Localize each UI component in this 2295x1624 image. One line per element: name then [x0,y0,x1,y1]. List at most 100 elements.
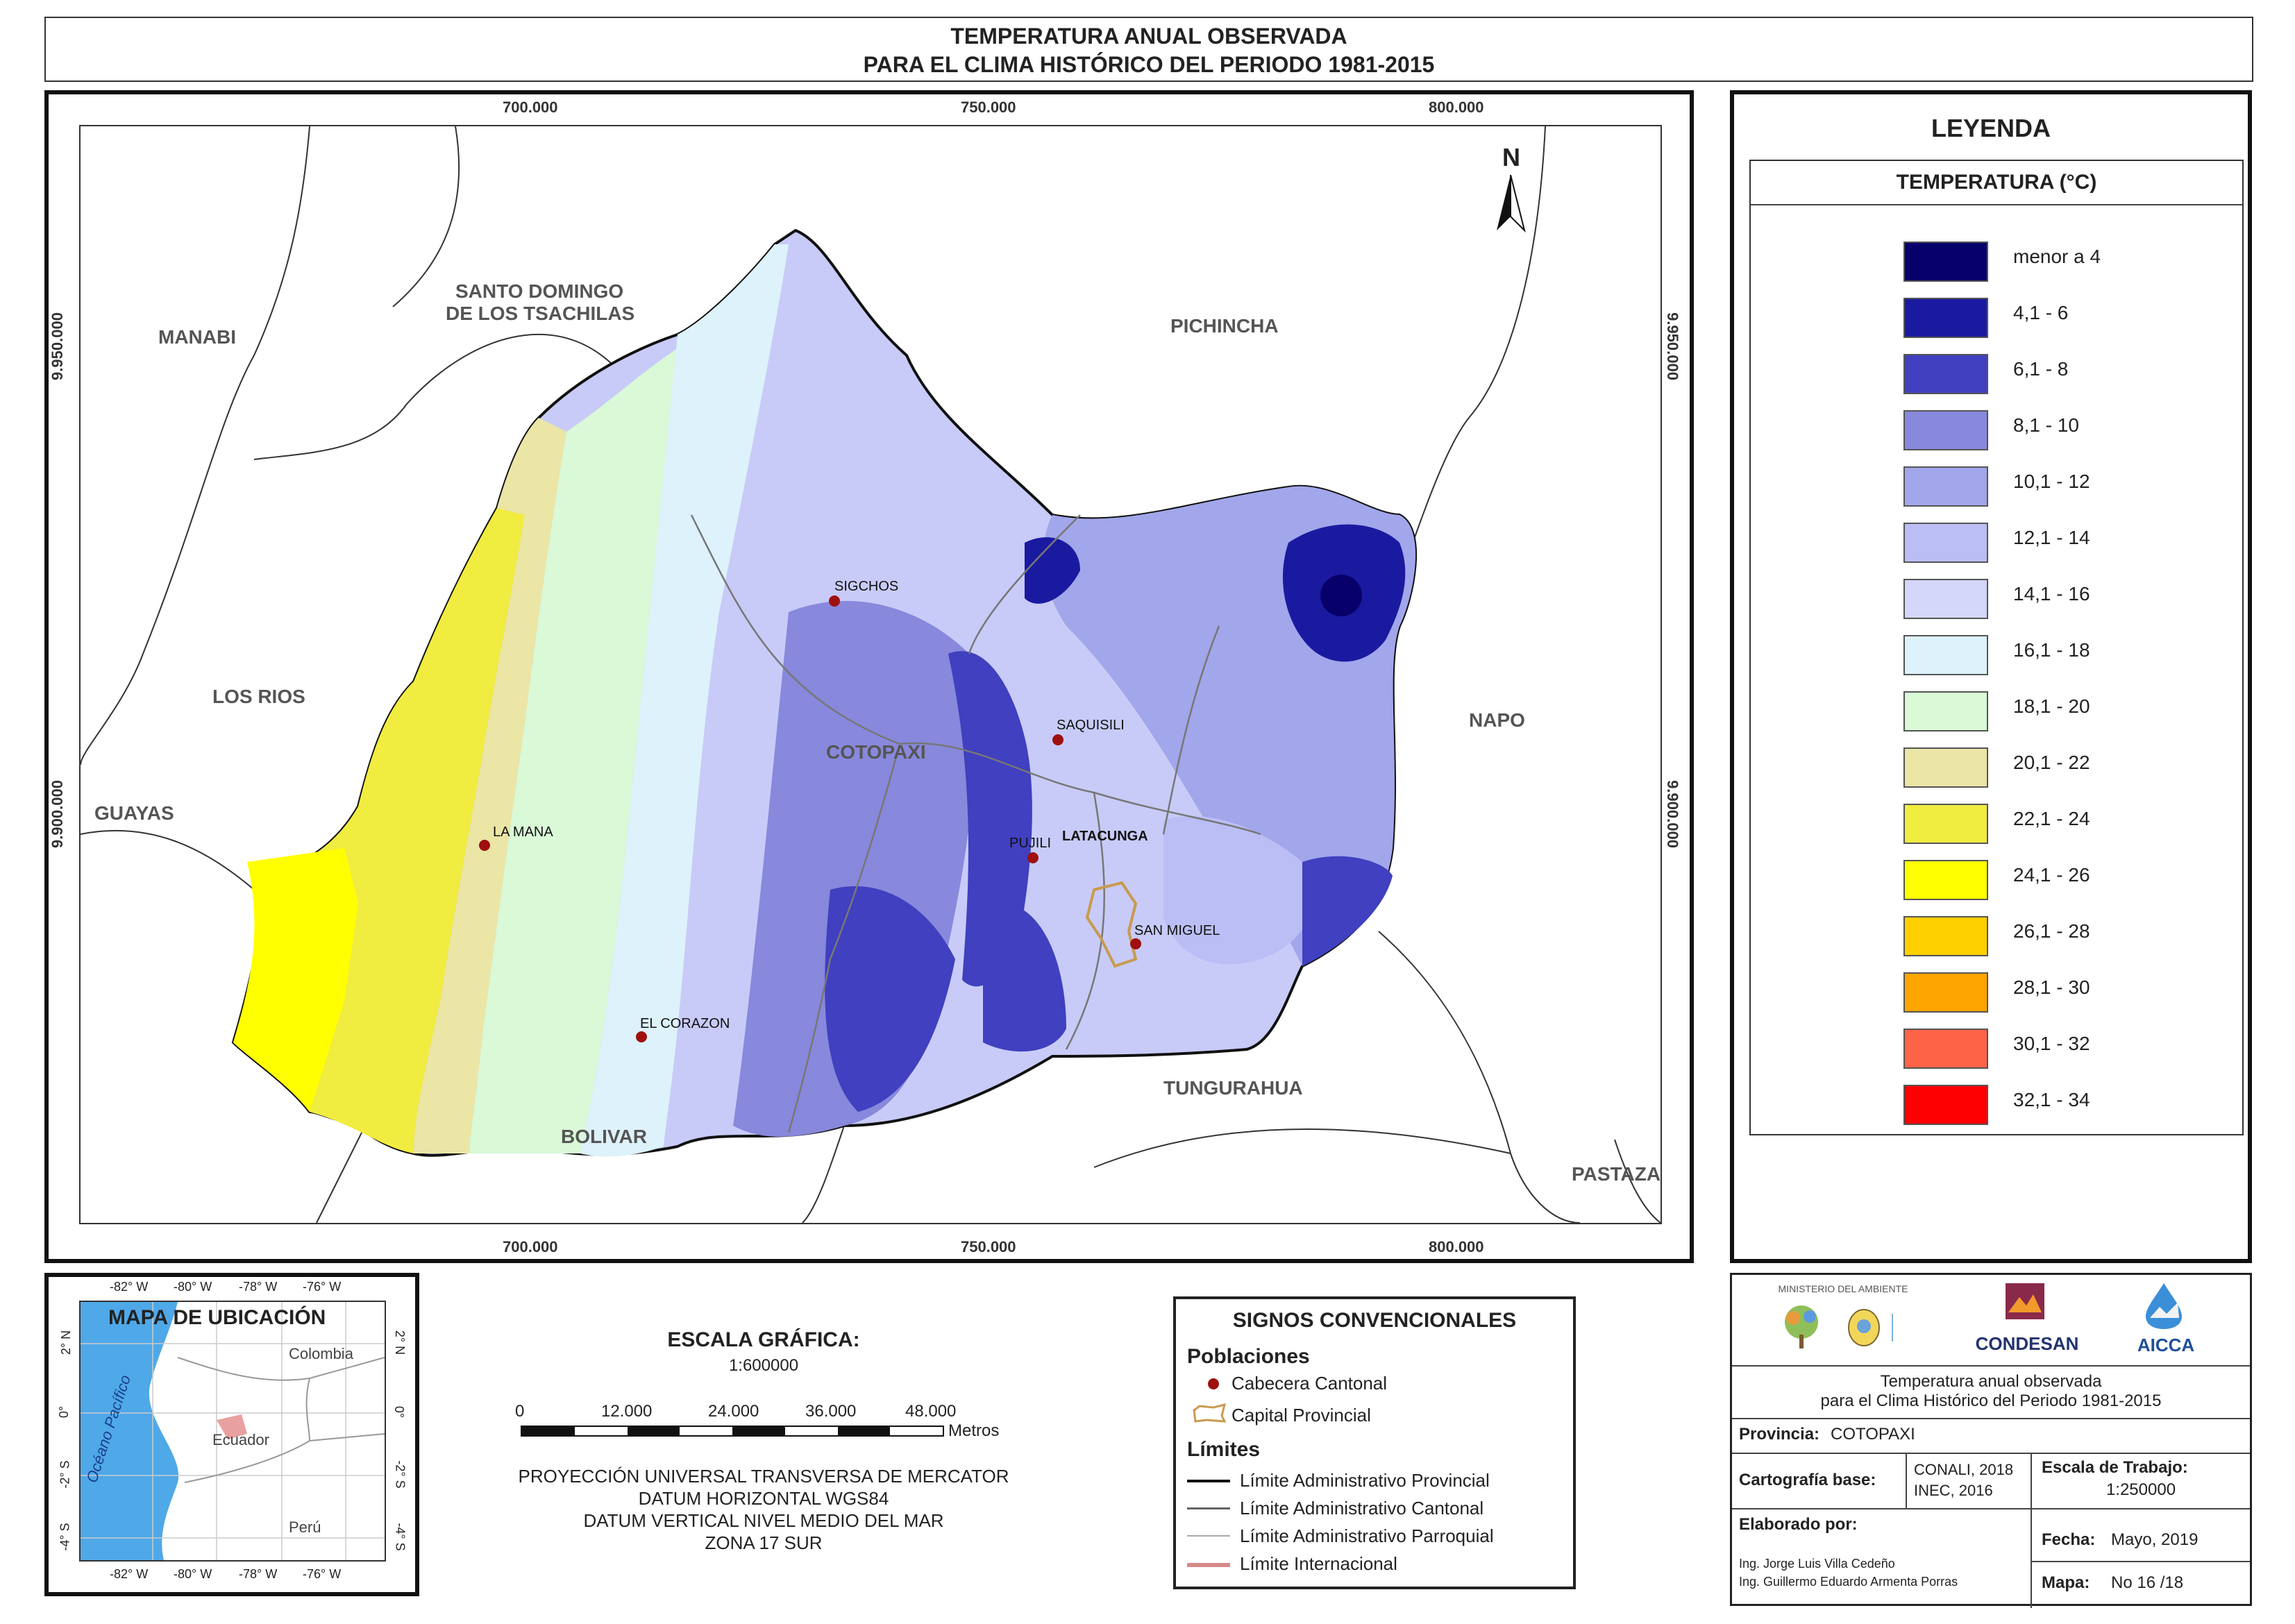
legend-swatch [1903,1085,1988,1125]
legend-swatch [1903,635,1988,675]
loc-left-tick-4: -4° S [58,1523,72,1551]
town-saquisili: SAQUISILI [1057,718,1125,733]
sign-provincial-line [1187,1480,1230,1482]
legend-label: 6,1 - 8 [2013,358,2069,380]
info-divider-5 [2031,1561,2250,1562]
sign-capital-symbol [1193,1403,1227,1423]
legend-label: menor a 4 [2013,246,2101,267]
zone-6-8-central [948,651,1032,987]
loc-bottom-tick-1: -82° W [110,1567,149,1581]
projection-line-2: DATUM HORIZONTAL WGS84 [638,1488,889,1509]
boundary-guayas [81,829,255,890]
bottom-tick-3: 800.000 [1429,1238,1484,1255]
boundary-manabi [81,126,310,766]
sign-cabecera-symbol [1208,1378,1219,1389]
title-box: TEMPERATURA ANUAL OBSERVADA PARA EL CLIM… [44,17,2253,82]
projection-line-1: PROYECCIÓN UNIVERSAL TRANSVERSA DE MERCA… [518,1466,1009,1487]
north-label: N [1502,143,1520,171]
town-latacunga: LATACUNGA [1062,829,1148,844]
info-vdivider-1 [1906,1453,1907,1508]
sign-provincial-label: Límite Administrativo Provincial [1240,1470,1490,1491]
legend-item: 32,1 - 34 [1751,1074,2242,1131]
legend-swatch [1903,804,1988,844]
legend-item: 8,1 - 10 [1751,399,2242,456]
town-san-miguel: SAN MIGUEL [1134,923,1220,938]
ecuador-highlight [217,1414,247,1439]
info-fecha-value: Mayo, 2019 [2111,1530,2199,1549]
signs-box: SIGNOS CONVENCIONALES Poblaciones Cabece… [1173,1296,1576,1589]
sign-internacional-label: Límite Internacional [1240,1553,1397,1574]
info-escala-value: 1:250000 [2105,1480,2176,1499]
location-map-title: MAPA DE UBICACIÓN [108,1306,326,1329]
legend-item: 28,1 - 30 [1751,961,2242,1018]
sign-parroquial-line [1187,1535,1230,1537]
signs-title: SIGNOS CONVENCIONALES [1232,1309,1517,1332]
zone-24-26 [233,848,358,1112]
info-desc-1: Temperatura anual observada [1880,1372,2102,1391]
loc-left-tick-2: 0° [57,1405,72,1419]
region-cotopaxi: COTOPAXI [826,741,926,763]
signs-poblaciones: Poblaciones [1187,1345,1310,1368]
town-dot-san-miguel[interactable] [1130,938,1141,949]
town-dot-la-mana[interactable] [479,840,490,851]
info-cartografia-value-1: CONALI, 2018 [1914,1461,2014,1478]
info-mapa-label: Mapa: [2042,1573,2090,1592]
info-divider-3 [1732,1453,2250,1454]
info-escala-label: Escala de Trabajo: [2042,1458,2188,1477]
zone-6-8-west [825,886,955,1112]
left-tick-2: 9.900.000 [48,780,66,848]
town-sigchos: SIGCHOS [834,579,899,594]
loc-top-tick-2: -80° W [174,1280,212,1294]
location-ecuador: Ecuador [212,1431,269,1448]
info-divider-2 [1732,1418,2250,1419]
logo-aicca-drop-icon [2146,1283,2182,1329]
legend-item: 20,1 - 22 [1751,736,2242,793]
sign-cantonal-line [1187,1507,1230,1509]
sign-cabecera-label: Cabecera Cantonal [1231,1373,1388,1394]
loc-bottom-tick-4: -76° W [303,1567,342,1581]
scale-tick-1: 12.000 [601,1402,653,1421]
zone-6-8-south [983,902,1066,1052]
legend-item: 24,1 - 26 [1751,849,2242,906]
info-fecha-label: Fecha: [2042,1530,2096,1549]
legend-label: 4,1 - 6 [2013,302,2069,323]
scale-unit: Metros [948,1421,1000,1440]
region-manabi: MANABI [158,326,236,348]
location-peru: Perú [289,1519,321,1536]
legend-swatch [1903,523,1988,563]
zone-6-8-east [1302,856,1393,966]
map-canvas[interactable]: N MANABI SANTO DOMINGO DE LOS TSACHILAS … [79,125,1662,1224]
legend-swatch [1903,466,1988,507]
legend-label: 20,1 - 22 [2013,752,2090,773]
legend-item: 26,1 - 28 [1751,905,2242,962]
legend-swatch [1903,242,1988,282]
town-dot-saquisili[interactable] [1052,734,1064,745]
legend-swatch [1903,747,1988,788]
signs-limites: Límites [1187,1438,1261,1461]
scale-ratio: 1:600000 [728,1356,799,1375]
logo-ecuador-seal-icon [1848,1309,1880,1346]
town-dot-el-corazon[interactable] [636,1031,647,1042]
info-elaborado-label: Elaborado por: [1739,1515,1858,1534]
border-ecuador-east [305,1378,310,1441]
town-dot-pujili[interactable] [1027,852,1039,863]
legend-label: 10,1 - 12 [2013,471,2090,492]
loc-top-tick-1: -82° W [110,1280,149,1294]
legend-label: 16,1 - 18 [2013,639,2090,661]
logo-gobierno-text [1892,1314,1942,1342]
logo-condesan: CONDESAN [1975,1333,2079,1354]
legend-label: 18,1 - 20 [2013,695,2090,717]
zone-20-22 [414,418,566,1153]
border-peru [184,1433,385,1483]
location-map-canvas[interactable]: MAPA DE UBICACIÓN Colombia Ecuador Perú … [79,1301,386,1562]
legend-item: menor a 4 [1751,230,2242,287]
loc-right-tick-3: -2° S [393,1460,407,1489]
north-arrow[interactable] [1497,174,1526,233]
town-dot-sigchos[interactable] [829,595,840,607]
bottom-tick-2: 750.000 [961,1238,1016,1255]
logo-ministerio-label: MINISTERIO DEL AMBIENTE [1778,1283,1908,1294]
legend-swatch [1903,298,1988,338]
pacific-ocean-shape [81,1302,179,1560]
legend-label: 14,1 - 16 [2013,583,2090,604]
town-el-corazon: EL CORAZON [640,1016,730,1031]
